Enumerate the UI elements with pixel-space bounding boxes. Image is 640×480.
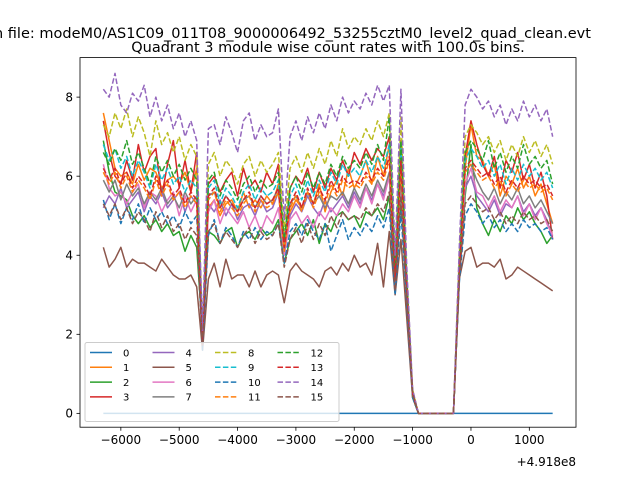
x-tick-label: −6000 bbox=[101, 433, 142, 447]
series-line-5 bbox=[102, 230, 554, 415]
series-line-13 bbox=[102, 155, 554, 415]
y-tick-label: 4 bbox=[65, 249, 73, 263]
y-tick-label: 2 bbox=[65, 328, 73, 342]
plot-area bbox=[102, 72, 554, 415]
series-line-6 bbox=[102, 164, 554, 415]
chart-title: Quadrant 3 module wise count rates with … bbox=[131, 40, 525, 56]
legend-label-4: 4 bbox=[186, 348, 192, 359]
legend-label-11: 11 bbox=[248, 393, 261, 404]
legend-label-7: 7 bbox=[186, 393, 192, 404]
legend-label-10: 10 bbox=[248, 378, 261, 389]
legend-label-1: 1 bbox=[123, 363, 129, 374]
x-tick-label: −1000 bbox=[392, 433, 433, 447]
series-line-3 bbox=[102, 120, 554, 415]
x-tick-label: −5000 bbox=[159, 433, 200, 447]
legend-label-2: 2 bbox=[123, 378, 129, 389]
series-line-9 bbox=[102, 143, 554, 415]
x-tick-label: 1000 bbox=[514, 433, 545, 447]
y-tick-label: 0 bbox=[65, 407, 73, 421]
figure-suptitle: n file: modeM0/AS1C09_011T08_9000006492_… bbox=[0, 26, 591, 42]
series-line-14 bbox=[102, 72, 554, 415]
x-tick-label: 0 bbox=[467, 433, 475, 447]
legend-label-15: 15 bbox=[311, 393, 324, 404]
series-line-11 bbox=[102, 159, 554, 415]
legend-label-3: 3 bbox=[123, 393, 129, 404]
axes: −6000 −5000 −4000 −3000 −2000 −1000 0 1000 0 2 4 6 8 bbox=[65, 57, 577, 447]
y-tick-label: 8 bbox=[65, 90, 73, 104]
x-tick-label: −3000 bbox=[276, 433, 317, 447]
legend-box bbox=[84, 342, 340, 422]
legend-label-12: 12 bbox=[311, 348, 324, 359]
legend-label-8: 8 bbox=[248, 348, 254, 359]
legend-label-0: 0 bbox=[123, 348, 129, 359]
legend-label-14: 14 bbox=[311, 378, 324, 389]
series-line-15 bbox=[102, 191, 554, 415]
axes-frame bbox=[79, 57, 577, 428]
series-line-8 bbox=[102, 108, 554, 415]
legend-label-5: 5 bbox=[186, 363, 192, 374]
legend-label-13: 13 bbox=[311, 363, 324, 374]
legend-label-6: 6 bbox=[186, 378, 192, 389]
x-tick-label: −2000 bbox=[334, 433, 375, 447]
legend-label-9: 9 bbox=[248, 363, 254, 374]
x-offset-label: +4.918e8 bbox=[517, 455, 576, 469]
x-tick-label: −4000 bbox=[217, 433, 258, 447]
series-line-7 bbox=[102, 163, 554, 415]
series-line-12 bbox=[102, 116, 554, 415]
y-tick-label: 6 bbox=[65, 169, 73, 183]
